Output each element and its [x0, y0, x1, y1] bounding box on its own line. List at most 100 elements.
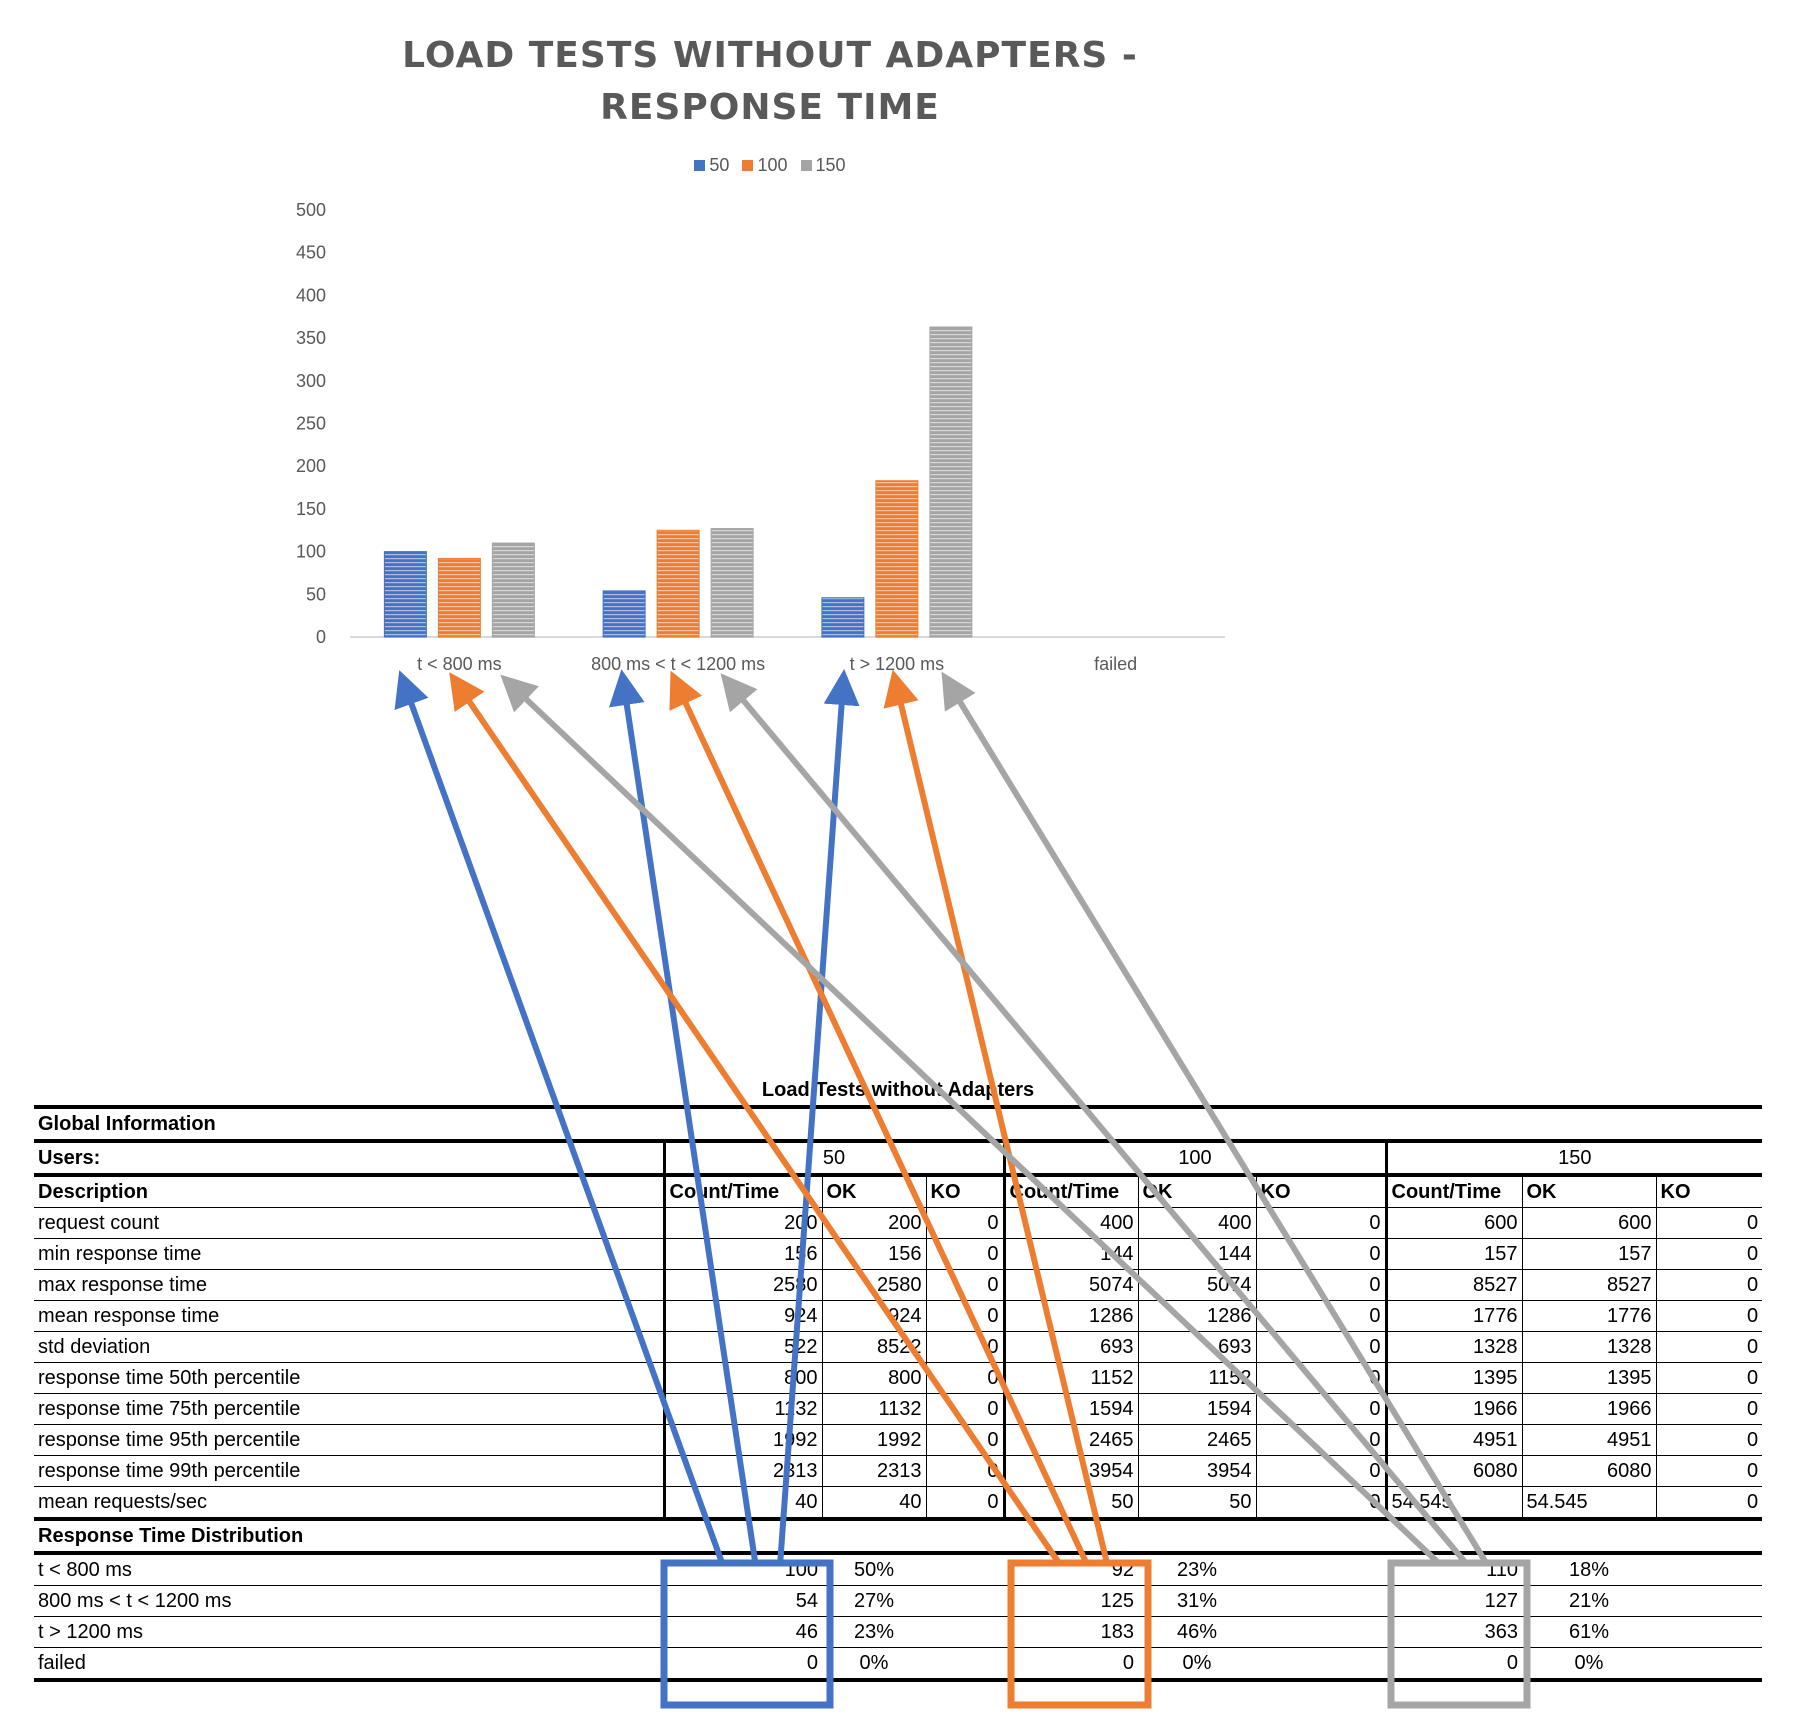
- bar-100-0: [437, 557, 481, 638]
- table-cell: 40: [662, 1486, 822, 1520]
- header-count-time: Count/Time: [1384, 1175, 1522, 1208]
- y-tick-label-400: 400: [296, 285, 326, 305]
- table-cell: 0: [1255, 1486, 1386, 1520]
- table-row: mean requests/sec 40 40 0 50 50 0 54.545 54.545 0: [34, 1486, 1763, 1520]
- table-cell: 0: [1655, 1269, 1763, 1301]
- row-label: std deviation: [34, 1331, 664, 1363]
- header-count-time: Count/Time: [1002, 1175, 1138, 1208]
- distribution-count: 46: [664, 1616, 822, 1648]
- row-label: mean response time: [34, 1300, 664, 1332]
- row-label: request count: [34, 1207, 664, 1239]
- row-label: max response time: [34, 1269, 664, 1301]
- chart-title-line-2: RESPONSE TIME: [600, 87, 940, 128]
- empty-cell: [1656, 1616, 1763, 1648]
- table-cell: 0: [925, 1269, 1004, 1301]
- empty-cell: [1256, 1616, 1386, 1648]
- table-cell: 1992: [662, 1424, 822, 1456]
- table-cell: 400: [1002, 1207, 1138, 1239]
- table-cell: 54.545: [1521, 1486, 1656, 1520]
- table-cell: 4951: [1384, 1424, 1522, 1456]
- table-cell: 0: [1655, 1207, 1763, 1239]
- distribution-percent: 61%: [1522, 1616, 1656, 1648]
- table-cell: 8527: [1384, 1269, 1522, 1301]
- row-label: t > 1200 ms: [34, 1616, 664, 1648]
- user-group-50: 50: [662, 1141, 1004, 1177]
- description-label: Description: [34, 1175, 664, 1208]
- table-cell: 2313: [662, 1455, 822, 1487]
- y-tick-label-0: 0: [316, 627, 326, 647]
- y-tick-label-250: 250: [296, 414, 326, 434]
- x-tick-label-0: t < 800 ms: [417, 654, 502, 674]
- table-cell: 1776: [1521, 1300, 1656, 1332]
- table-cell: 0: [925, 1486, 1004, 1520]
- table-cell: 157: [1384, 1238, 1522, 1270]
- row-label: 800 ms < t < 1200 ms: [34, 1585, 664, 1617]
- distribution-percent: 46%: [1138, 1616, 1256, 1648]
- table-cell: 0: [1255, 1238, 1386, 1270]
- table-cell: 600: [1521, 1207, 1656, 1239]
- x-tick-label-3: failed: [1094, 654, 1137, 674]
- table-cell: 1132: [821, 1393, 926, 1425]
- distribution-percent: 21%: [1522, 1585, 1656, 1617]
- table-row: mean response time 924 924 0 1286 1286 0 1776 17…: [34, 1300, 1763, 1332]
- row-label: response time 50th percentile: [34, 1362, 664, 1394]
- users-label: Users:: [34, 1141, 664, 1177]
- table-cell: 40: [821, 1486, 926, 1520]
- table-row: response time 50th percentile 800 800 0 1152…: [34, 1362, 1763, 1394]
- table-cell: 2465: [1137, 1424, 1256, 1456]
- distribution-percent: 18%: [1522, 1553, 1656, 1586]
- table-cell: 1594: [1002, 1393, 1138, 1425]
- y-tick-label-450: 450: [296, 243, 326, 263]
- distribution-count: 127: [1386, 1585, 1522, 1617]
- table-title: Load Tests without Adapters: [34, 1075, 1763, 1109]
- table-cell: 3954: [1002, 1455, 1138, 1487]
- table-cell: 144: [1137, 1238, 1256, 1270]
- table-cell: 4951: [1521, 1424, 1656, 1456]
- legend-entry-150: 150: [800, 154, 846, 176]
- distribution-count: 125: [1004, 1585, 1138, 1617]
- table-cell: 1286: [1002, 1300, 1138, 1332]
- table-cell: 1966: [1521, 1393, 1656, 1425]
- table-cell: 0: [1255, 1393, 1386, 1425]
- empty-cell: [1256, 1553, 1386, 1586]
- distribution-count: 92: [1004, 1553, 1138, 1586]
- distribution-percent: 31%: [1138, 1585, 1256, 1617]
- x-tick-label-1: 800 ms < t < 1200 ms: [591, 654, 765, 674]
- table-cell: 0: [925, 1362, 1004, 1394]
- table-row: response time 75th percentile 1132 1132 0 15…: [34, 1393, 1763, 1425]
- table-cell: 0: [925, 1424, 1004, 1456]
- user-group-150: 150: [1384, 1141, 1763, 1177]
- table-row: max response time 2580 2580 0 5074 5074 0 8527 8…: [34, 1269, 1763, 1301]
- distribution-count: 0: [1004, 1647, 1138, 1682]
- distribution-count: 100: [664, 1553, 822, 1586]
- table-cell: 0: [1655, 1331, 1763, 1363]
- y-tick-label-100: 100: [296, 542, 326, 562]
- table-cell: 5074: [1137, 1269, 1256, 1301]
- table-cell: 800: [821, 1362, 926, 1394]
- empty-cell: [1256, 1647, 1386, 1682]
- y-tick-label-200: 200: [296, 456, 326, 476]
- table-cell: 8527: [1521, 1269, 1656, 1301]
- distribution-count: 0: [1386, 1647, 1522, 1682]
- bar-150-1: [710, 528, 754, 638]
- table-cell: 1776: [1384, 1300, 1522, 1332]
- table-cell: 200: [662, 1207, 822, 1239]
- table-cell: 600: [1384, 1207, 1522, 1239]
- distribution-count: 363: [1386, 1616, 1522, 1648]
- table-row: t > 1200 ms 46 23% 183 46% 363 61%: [34, 1616, 1763, 1648]
- load-tests-table: Load Tests without Adapters Global Infor…: [34, 1075, 1763, 1682]
- distribution-percent: 0%: [1138, 1647, 1256, 1682]
- table-cell: 1594: [1137, 1393, 1256, 1425]
- table-cell: 0: [1255, 1424, 1386, 1456]
- table-cell: 0: [1655, 1362, 1763, 1394]
- distribution-count: 110: [1386, 1553, 1522, 1586]
- bar-50-2: [821, 597, 865, 638]
- table-cell: 522: [662, 1331, 822, 1363]
- y-tick-label-350: 350: [296, 328, 326, 348]
- table-cell: 2313: [821, 1455, 926, 1487]
- table-cell: 0: [925, 1207, 1004, 1239]
- user-group-100: 100: [1002, 1141, 1386, 1177]
- empty-cell: [926, 1616, 1004, 1648]
- empty-cell: [1256, 1585, 1386, 1617]
